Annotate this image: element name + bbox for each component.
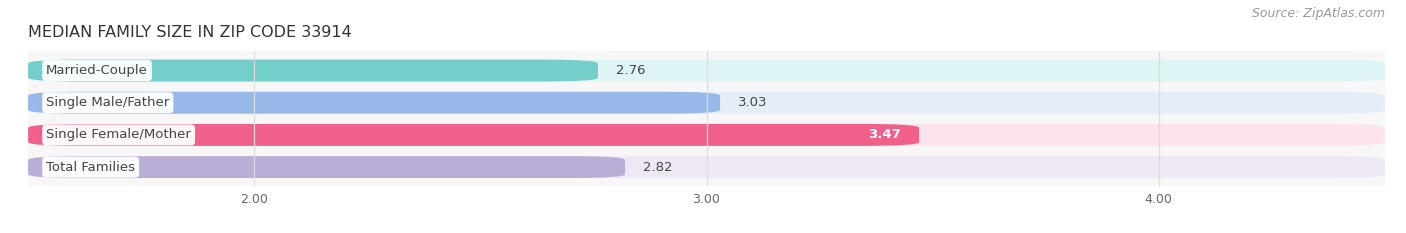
Text: 2.76: 2.76	[616, 64, 645, 77]
Text: Single Female/Mother: Single Female/Mother	[46, 128, 191, 141]
Text: Single Male/Father: Single Male/Father	[46, 96, 170, 109]
FancyBboxPatch shape	[28, 156, 626, 178]
Text: Total Families: Total Families	[46, 161, 135, 174]
FancyBboxPatch shape	[28, 60, 598, 82]
FancyBboxPatch shape	[28, 92, 1385, 114]
Text: 3.03: 3.03	[738, 96, 768, 109]
FancyBboxPatch shape	[28, 124, 920, 146]
FancyBboxPatch shape	[28, 60, 1385, 82]
FancyBboxPatch shape	[28, 156, 1385, 178]
Text: Married-Couple: Married-Couple	[46, 64, 148, 77]
Text: 3.47: 3.47	[869, 128, 901, 141]
FancyBboxPatch shape	[28, 92, 720, 114]
FancyBboxPatch shape	[28, 124, 1385, 146]
Text: 2.82: 2.82	[643, 161, 672, 174]
Text: MEDIAN FAMILY SIZE IN ZIP CODE 33914: MEDIAN FAMILY SIZE IN ZIP CODE 33914	[28, 25, 352, 40]
Text: Source: ZipAtlas.com: Source: ZipAtlas.com	[1251, 7, 1385, 20]
